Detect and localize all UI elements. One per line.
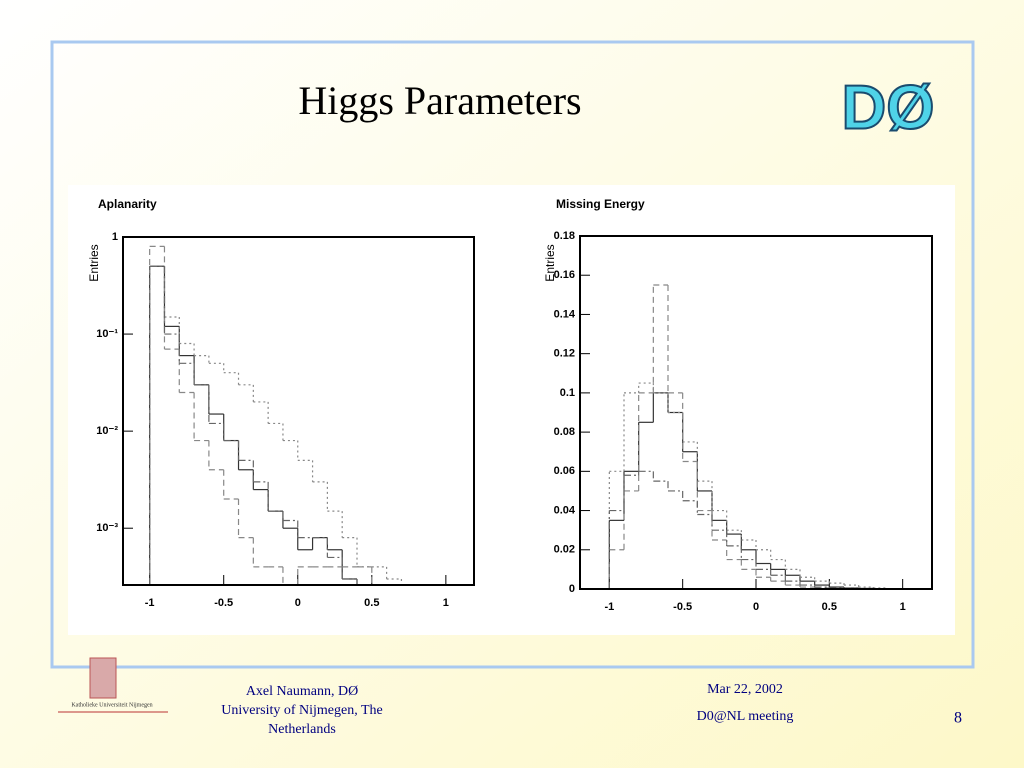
y-tick-label: 0.04 [554,504,576,516]
y-tick-label: 0.06 [554,465,575,477]
footer-author: Axel Naumann, DØ [245,684,359,699]
plot-area [149,245,403,585]
x-tick-label: 1 [900,601,906,613]
chart: Missing Energy Entries -1 -0.5 0 0.5 1 0 0.02 0.0… [543,197,933,613]
page-number: 8 [954,710,962,727]
logo: DØ [842,73,935,142]
y-axis-label: Entries [87,244,101,281]
footer-author-block: Axel Naumann, DØ University of Nijmegen,… [196,682,408,739]
footer-affiliation: University of Nijmegen, The Netherlands [221,703,383,737]
slide-title: Higgs Parameters [298,78,581,123]
x-tick-label: 0.5 [822,601,837,613]
x-tick-label: -0.5 [673,601,692,613]
plot-frame [579,235,933,590]
x-tick-label: 0 [295,597,301,609]
plot-frame [122,236,475,586]
y-tick-label: 0.12 [554,348,575,360]
y-tick-label: 0.16 [554,269,575,281]
y-axis-label: Entries [543,244,557,281]
y-tick-label: 10⁻³ [96,522,118,534]
chart-title: Aplanarity [98,197,157,211]
x-tick-label: -1 [145,597,155,609]
y-tick-label: 10⁻¹ [96,328,118,340]
x-tick-label: -0.5 [214,597,233,609]
x-tick-label: 0.5 [364,597,379,609]
y-tick-label: 0.18 [554,230,575,242]
x-tick-label: -1 [604,601,614,613]
chart-title: Missing Energy [556,197,645,211]
y-tick-label: 0.08 [554,426,575,438]
university-logo-text: Katholieke Universiteit Nijmegen [71,702,152,708]
y-tick-label: 0.1 [560,387,575,399]
slide-frame [50,40,975,669]
university-crest [89,657,117,699]
chart: Aplanarity Entries -1 -0.5 0 0.5 1 10⁻³ 10⁻² 10⁻¹… [87,197,475,609]
y-tick-label: 0 [569,583,575,595]
x-tick-label: 1 [443,597,449,609]
footer-date: Mar 22, 2002 [707,682,783,697]
y-tick-label: 10⁻² [96,425,118,437]
y-tick-label: 0.14 [554,308,576,320]
plot-area [608,284,889,589]
figure-panel [68,185,955,635]
y-tick-label: 0.02 [554,544,575,556]
footer-event: D0@NL meeting [697,709,794,724]
y-tick-label: 1 [112,231,118,243]
x-tick-label: 0 [753,601,759,613]
